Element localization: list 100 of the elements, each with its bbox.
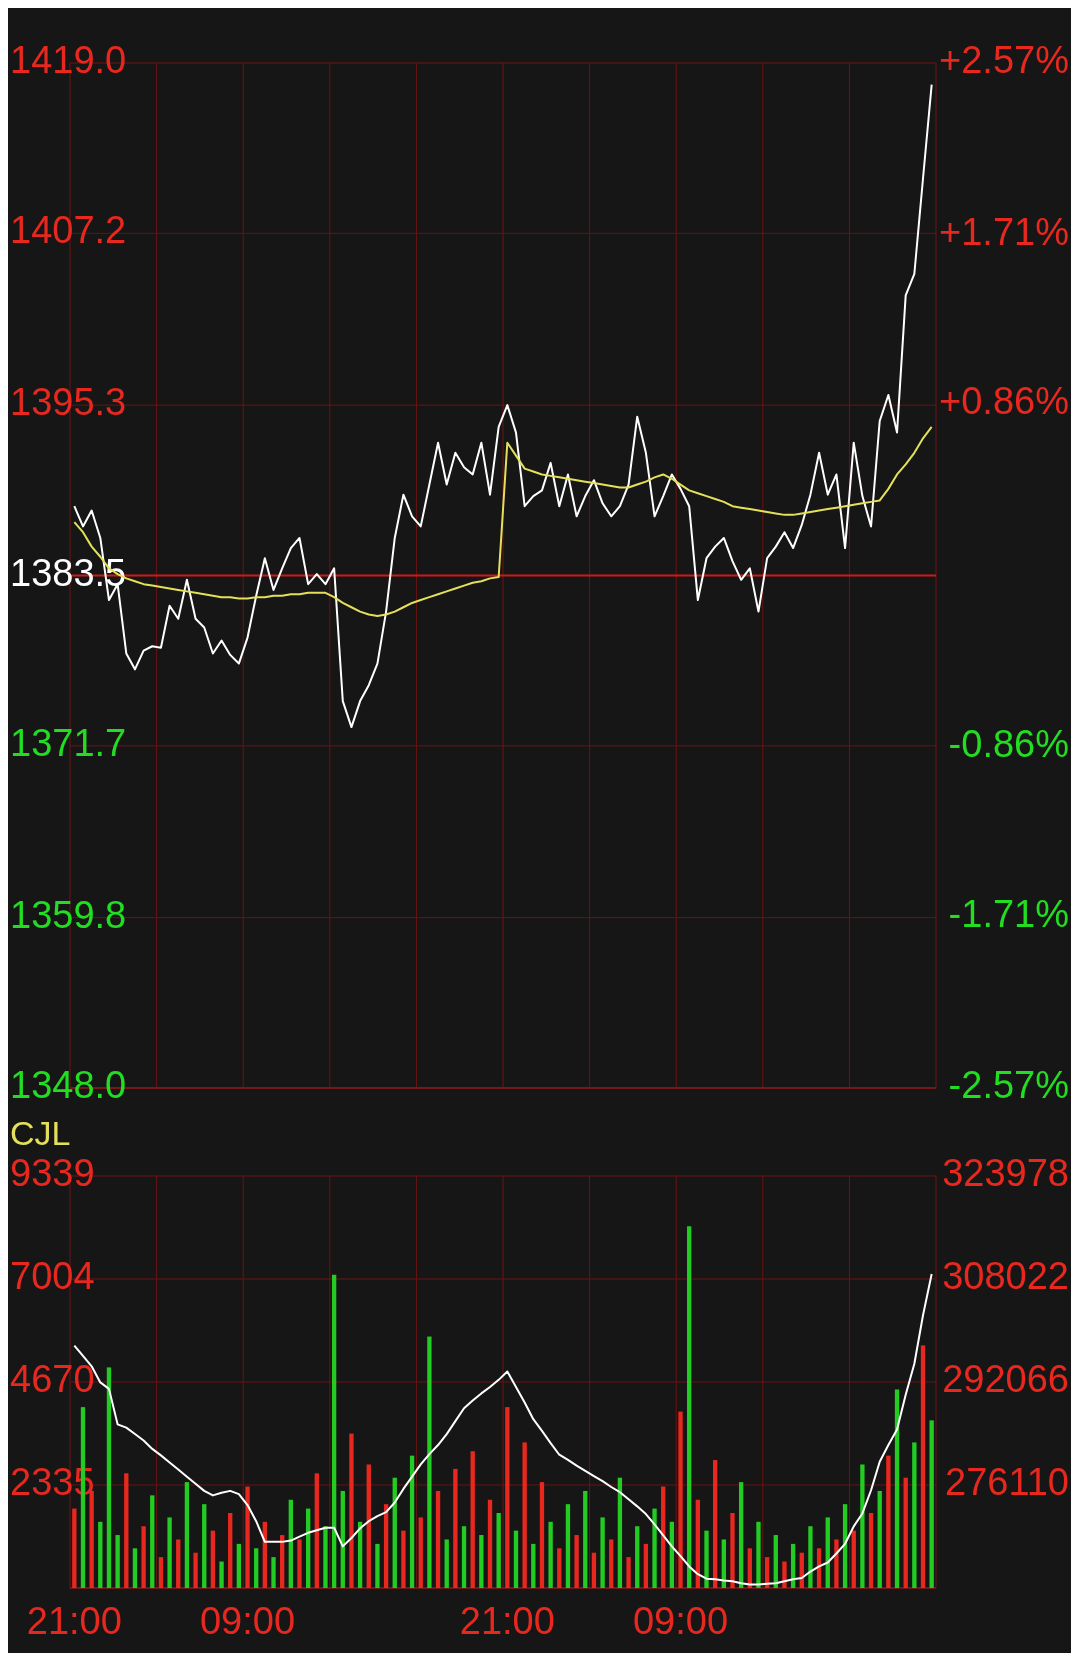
- y-tick-label: 1348.0: [10, 1064, 127, 1107]
- bar: [513, 1530, 519, 1588]
- y2-tick-label: +2.57%: [939, 39, 1069, 82]
- bar: [245, 1486, 250, 1588]
- y2-tick-label: -0.86%: [948, 723, 1069, 766]
- bar: [228, 1513, 233, 1588]
- x-tick-label: 21:00: [26, 1600, 122, 1643]
- bar: [782, 1561, 787, 1588]
- y-tick-label: 7004: [10, 1255, 95, 1298]
- bar: [868, 1513, 874, 1588]
- y2-tick-label: +0.86%: [939, 380, 1069, 423]
- bar: [851, 1530, 856, 1588]
- bar: [297, 1539, 302, 1588]
- bar: [505, 1407, 510, 1588]
- bar: [903, 1477, 908, 1588]
- bar: [531, 1543, 536, 1588]
- y-tick-label: 1407.2: [10, 209, 127, 252]
- y2-tick-label: +1.71%: [939, 210, 1069, 253]
- bar: [695, 1499, 701, 1588]
- bar: [453, 1468, 458, 1588]
- bar: [721, 1539, 726, 1588]
- bar: [132, 1548, 138, 1588]
- y-tick-label: 1359.8: [10, 893, 127, 936]
- bar: [254, 1548, 259, 1588]
- bar: [409, 1455, 415, 1588]
- y-tick-label: 1371.7: [10, 721, 127, 764]
- chart-title: CJL: [10, 1113, 71, 1152]
- bar: [323, 1526, 328, 1588]
- bar: [167, 1517, 172, 1588]
- x-tick-label: 09:00: [632, 1600, 729, 1643]
- bar: [687, 1226, 692, 1588]
- bar: [210, 1530, 216, 1588]
- bar: [713, 1460, 718, 1588]
- bar: [643, 1543, 649, 1588]
- bar: [600, 1517, 605, 1588]
- bar: [314, 1473, 319, 1588]
- bar: [920, 1345, 926, 1588]
- bar: [591, 1552, 597, 1588]
- bar: [756, 1521, 761, 1588]
- bar: [383, 1504, 389, 1588]
- bar: [124, 1473, 129, 1588]
- y2-tick-label: -2.57%: [948, 1064, 1069, 1107]
- bar: [219, 1561, 224, 1588]
- bar: [583, 1490, 588, 1588]
- bar: [202, 1504, 207, 1588]
- y2-tick-label: 323978: [942, 1152, 1069, 1195]
- bar: [158, 1557, 164, 1588]
- bar: [236, 1543, 242, 1588]
- bar: [375, 1543, 380, 1588]
- bar: [834, 1539, 839, 1588]
- bar: [487, 1499, 493, 1588]
- bar: [539, 1482, 545, 1588]
- x-tick-label: 21:00: [459, 1600, 555, 1643]
- bar: [886, 1455, 891, 1588]
- bar: [141, 1526, 146, 1588]
- bar: [193, 1552, 198, 1588]
- bar: [479, 1535, 484, 1588]
- y2-tick-label: 308022: [942, 1255, 1069, 1298]
- bar: [470, 1451, 475, 1588]
- bar: [557, 1548, 562, 1588]
- bar: [738, 1482, 744, 1588]
- bar: [461, 1526, 467, 1588]
- bar: [626, 1557, 631, 1588]
- bar: [184, 1482, 190, 1588]
- bar: [522, 1442, 527, 1588]
- y2-tick-label: -1.71%: [948, 892, 1069, 935]
- bar: [565, 1504, 571, 1588]
- bar: [98, 1521, 103, 1588]
- bar: [929, 1420, 934, 1588]
- y2-tick-label: 292066: [942, 1358, 1069, 1401]
- x-tick-label: 09:00: [199, 1600, 296, 1643]
- bar: [72, 1508, 77, 1588]
- y-tick-label: 9339: [10, 1152, 95, 1195]
- bar: [808, 1526, 813, 1588]
- bar: [617, 1477, 623, 1588]
- bar: [678, 1411, 683, 1588]
- y-tick-label: 4670: [10, 1358, 95, 1401]
- y2-tick-label: 276110: [945, 1461, 1069, 1504]
- bar: [652, 1508, 657, 1588]
- bar: [496, 1513, 501, 1588]
- bar: [418, 1517, 423, 1588]
- bar: [860, 1464, 865, 1588]
- bar: [912, 1442, 917, 1588]
- bar: [366, 1464, 371, 1588]
- bar: [150, 1495, 155, 1588]
- bar: [106, 1367, 112, 1588]
- bar: [401, 1530, 406, 1588]
- bar: [331, 1274, 337, 1588]
- bar: [635, 1526, 640, 1588]
- bar: [435, 1490, 441, 1588]
- y-tick-label: 1395.3: [10, 381, 127, 424]
- y-tick-label: 1419.0: [10, 39, 127, 82]
- bar: [877, 1490, 882, 1588]
- bar: [444, 1539, 449, 1588]
- bar: [730, 1513, 735, 1588]
- bar: [288, 1499, 293, 1588]
- bar: [115, 1535, 120, 1588]
- bar: [176, 1539, 181, 1588]
- bar: [271, 1557, 276, 1588]
- bar: [609, 1539, 614, 1588]
